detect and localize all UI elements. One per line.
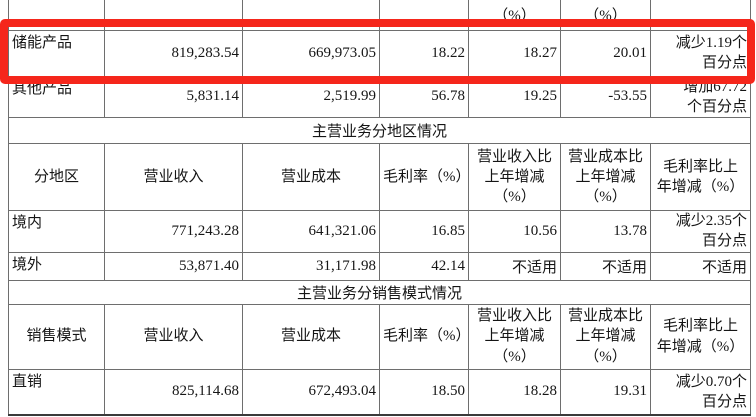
- header-cell-cost-change: 营业成本比 上年增减 （%）: [560, 143, 651, 211]
- header-cell-revenue-change-pct: （%）: [468, 0, 561, 31]
- section-title: 主营业务分地区情况: [8, 117, 751, 144]
- section-title: 主营业务分销售模式情况: [8, 279, 751, 305]
- table-row-other-products: 其他产品 5,831.14 2,519.99 56.78 19.25 -53.5…: [8, 75, 751, 118]
- margin-change-value: 减少0.70个 百分点: [650, 368, 751, 416]
- business-segment-table: （%） （%） 储能产品 819,283.54 669,973.05 18.22…: [8, 0, 751, 416]
- table-row-energy-storage: 储能产品 819,283.54 669,973.05 18.22 18.27 2…: [8, 29, 751, 77]
- table-header-row-sales-model: 销售模式 营业收入 营业成本 毛利率（%） 营业收入比 上年增减 （%） 营业成…: [8, 303, 751, 370]
- cost-value: 669,973.05: [242, 29, 380, 77]
- cost-change-value: -53.55: [560, 75, 651, 118]
- cost-value: 2,519.99: [242, 75, 380, 118]
- table-header-row-region: 分地区 营业收入 营业成本 毛利率（%） 营业收入比 上年增减 （%） 营业成本…: [8, 143, 751, 211]
- row-label: 其他产品: [8, 75, 105, 118]
- header-cell-cost-change-pct: （%）: [560, 0, 651, 31]
- header-cell-margin: 毛利率（%）: [379, 143, 469, 211]
- margin-change-value: 不适用: [650, 251, 751, 281]
- header-cell-revenue-change: 营业收入比 上年增减 （%）: [468, 303, 561, 370]
- revenue-change-value: 10.56: [468, 210, 561, 253]
- revenue-change-value: 18.28: [468, 368, 561, 416]
- cost-change-value: 20.01: [560, 29, 651, 77]
- header-cell-margin: 毛利率（%）: [379, 303, 469, 370]
- table-row-direct-sales: 直销 825,114.68 672,493.04 18.50 18.28 19.…: [8, 368, 751, 416]
- header-cell-category: [8, 0, 105, 31]
- row-label: 储能产品: [8, 29, 105, 77]
- revenue-change-value: 18.27: [468, 29, 561, 77]
- margin-value: 42.14: [379, 251, 469, 281]
- revenue-change-value: 19.25: [468, 75, 561, 118]
- header-cell-revenue-change: 营业收入比 上年增减 （%）: [468, 143, 561, 211]
- table-row-overseas: 境外 53,871.40 31,171.98 42.14 不适用 不适用 不适用: [8, 251, 751, 281]
- header-cell-margin-change: 毛利率比上 年增减（%）: [650, 143, 751, 211]
- row-label: 境内: [8, 210, 105, 253]
- section-title-row-by-sales-model: 主营业务分销售模式情况: [8, 279, 751, 305]
- margin-value: 18.22: [379, 29, 469, 77]
- header-cell-cost: 营业成本: [242, 143, 380, 211]
- margin-change-value: 减少2.35个 百分点: [650, 210, 751, 253]
- row-label: 直销: [8, 368, 105, 416]
- margin-value: 56.78: [379, 75, 469, 118]
- cost-value: 31,171.98: [242, 251, 380, 281]
- margin-value: 18.50: [379, 368, 469, 416]
- header-cell-cost: [242, 0, 380, 31]
- header-cell-revenue: 营业收入: [104, 143, 243, 211]
- revenue-value: 771,243.28: [104, 210, 243, 253]
- row-label: 境外: [8, 251, 105, 281]
- header-cell-revenue: [104, 0, 243, 31]
- cost-value: 672,493.04: [242, 368, 380, 416]
- cost-value: 641,321.06: [242, 210, 380, 253]
- header-cell-margin: [379, 0, 469, 31]
- header-cell-margin-change: [650, 0, 751, 31]
- header-cell-sales-model: 销售模式: [8, 303, 105, 370]
- header-cell-cost-change: 营业成本比 上年增减 （%）: [560, 303, 651, 370]
- table-row-partial-header: （%） （%）: [8, 0, 751, 31]
- revenue-value: 5,831.14: [104, 75, 243, 118]
- margin-value: 16.85: [379, 210, 469, 253]
- cost-change-value: 13.78: [560, 210, 651, 253]
- revenue-value: 53,871.40: [104, 251, 243, 281]
- header-cell-cost: 营业成本: [242, 303, 380, 370]
- margin-change-value: 增加67.72 个百分点: [650, 75, 751, 118]
- header-cell-region: 分地区: [8, 143, 105, 211]
- cost-change-value: 不适用: [560, 251, 651, 281]
- cost-change-value: 19.31: [560, 368, 651, 416]
- revenue-change-value: 不适用: [468, 251, 561, 281]
- header-cell-margin-change: 毛利率比上 年增减（%）: [650, 303, 751, 370]
- header-cell-revenue: 营业收入: [104, 303, 243, 370]
- revenue-value: 819,283.54: [104, 29, 243, 77]
- margin-change-value: 减少1.19个 百分点: [650, 29, 751, 77]
- table-row-domestic: 境内 771,243.28 641,321.06 16.85 10.56 13.…: [8, 210, 751, 253]
- revenue-value: 825,114.68: [104, 368, 243, 416]
- section-title-row-by-region: 主营业务分地区情况: [8, 117, 751, 144]
